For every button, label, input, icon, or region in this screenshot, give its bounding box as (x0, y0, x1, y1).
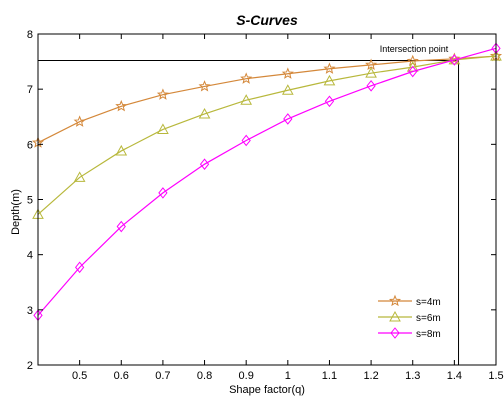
series-layer (31, 42, 503, 322)
x-tick-label: 1 (285, 370, 291, 382)
data-point-marker (73, 171, 86, 182)
x-tick-label: 0.7 (155, 370, 170, 382)
series-s=4m (31, 49, 503, 148)
legend-swatch-marker (389, 310, 401, 322)
x-axis-label: Shape factor(q) (229, 384, 305, 396)
x-tick-label: 1.1 (322, 370, 337, 382)
data-point-marker (240, 94, 253, 105)
legend-swatch-marker (390, 327, 400, 339)
data-point-marker (449, 54, 460, 66)
data-point-marker (323, 62, 336, 74)
data-point-marker (115, 144, 128, 156)
y-tick-label: 3 (27, 305, 33, 317)
legend-label: s=4m (416, 297, 441, 308)
x-tick-label: 1.5 (488, 370, 503, 382)
data-point-marker (406, 54, 419, 67)
data-point-marker (366, 80, 376, 92)
legend-item: s=6m (378, 310, 441, 324)
series-s=8m (33, 42, 501, 322)
data-point-marker (324, 95, 335, 108)
x-tick-label: 0.9 (239, 370, 254, 382)
data-point-marker (74, 261, 85, 274)
x-tick-label: 0.5 (72, 370, 87, 382)
chart-title: S-Curves (236, 12, 298, 28)
series-line (37, 55, 497, 144)
y-tick-label: 8 (27, 29, 33, 41)
data-point-marker (283, 113, 293, 125)
data-point-marker (448, 52, 461, 64)
data-point-marker (365, 58, 378, 71)
y-tick-label: 7 (27, 84, 33, 96)
data-point-marker (281, 84, 294, 95)
series-line (37, 47, 497, 316)
x-tick-label: 1.3 (405, 370, 420, 382)
data-point-marker (198, 107, 211, 119)
data-point-marker (365, 67, 377, 78)
x-tick-label: 1.4 (447, 370, 462, 382)
data-point-marker (199, 158, 210, 170)
x-tick-label: 0.8 (197, 370, 212, 382)
data-point-marker (323, 74, 336, 86)
x-tick-label: 1.2 (363, 370, 378, 382)
x-tick-label: 0.6 (114, 370, 129, 382)
legend-item: s=4m (378, 294, 441, 308)
legend-item: s=8m (378, 327, 441, 340)
data-point-marker (73, 115, 86, 127)
y-tick-label: 2 (27, 360, 33, 372)
legend-label: s=8m (416, 329, 441, 340)
data-point-marker (115, 99, 128, 112)
data-point-marker (198, 80, 211, 92)
data-point-marker (157, 123, 169, 134)
data-point-marker (158, 187, 168, 199)
data-point-marker (116, 220, 126, 233)
legend-label: s=6m (416, 313, 441, 324)
y-tick-label: 5 (27, 195, 33, 207)
legend-swatch-marker (388, 294, 402, 307)
y-tick-label: 6 (27, 139, 33, 151)
annotation-layer (38, 59, 460, 365)
axis-layer: 0.5 0.6 0.7 0.8 0.9 1 1.1 1.2 1.3 1.4 1.5 2 3 4 5 6 7 8 (27, 29, 504, 382)
y-tick-label: 4 (27, 250, 33, 262)
series-line (37, 55, 497, 215)
data-point-marker (240, 72, 253, 84)
legend: s=4m s=6m s=8m (378, 294, 441, 340)
y-axis-label: Depth(m) (10, 189, 22, 235)
intersection-annotation: Intersection point (380, 44, 449, 54)
data-point-marker (281, 67, 294, 79)
data-point-marker (156, 88, 169, 100)
data-point-marker (241, 134, 251, 147)
data-point-marker (408, 65, 418, 78)
